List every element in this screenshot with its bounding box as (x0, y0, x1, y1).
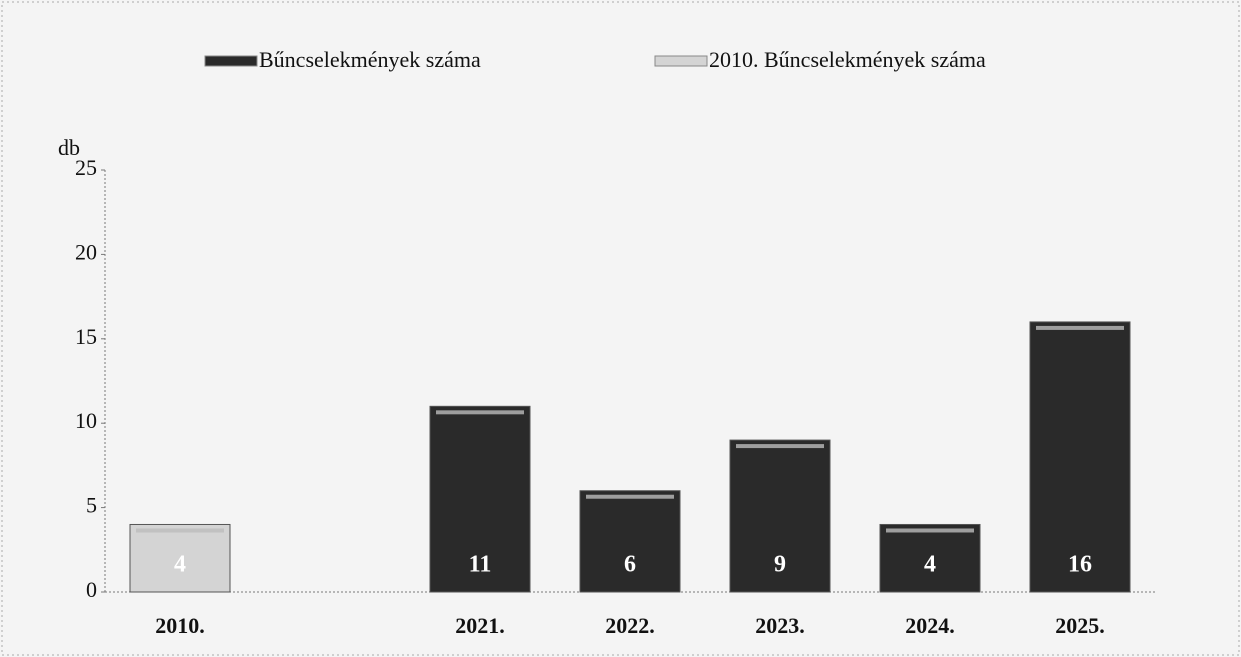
legend-swatch (654, 55, 708, 67)
bar-highlight (736, 444, 824, 449)
bar (429, 405, 531, 593)
y-tick-label: 15 (75, 324, 97, 349)
data-label: 4 (174, 552, 186, 578)
x-tick-label: 2010. (155, 613, 205, 638)
bar-highlight (886, 528, 974, 533)
legend-swatch (204, 55, 258, 67)
bar-highlight (436, 410, 524, 415)
bar-highlight (1036, 325, 1124, 330)
y-tick-label: 10 (75, 408, 97, 433)
bar (729, 439, 831, 593)
bar (879, 523, 981, 593)
data-label: 9 (774, 552, 786, 578)
y-tick-label: 25 (75, 155, 97, 180)
data-label: 16 (1068, 552, 1092, 578)
data-label: 6 (624, 552, 636, 578)
x-tick-label: 2021. (455, 613, 505, 638)
x-tick-label: 2024. (905, 613, 955, 638)
bar (1029, 321, 1131, 593)
legend-label: 2010. Bűncselekmények száma (709, 47, 986, 72)
bar-highlight (586, 494, 674, 499)
y-tick-label: 5 (86, 493, 97, 518)
y-tick-label: 20 (75, 239, 97, 264)
bar (129, 523, 231, 593)
x-tick-label: 2025. (1055, 613, 1105, 638)
y-tick-label: 0 (86, 577, 97, 602)
data-label: 4 (924, 552, 936, 578)
x-tick-label: 2022. (605, 613, 655, 638)
bar (579, 490, 681, 593)
x-tick-label: 2023. (755, 613, 805, 638)
legend-label: Bűncselekmények száma (259, 47, 481, 72)
y-axis-label: db (58, 135, 80, 160)
bar-highlight (136, 528, 224, 533)
data-label: 11 (469, 552, 492, 578)
